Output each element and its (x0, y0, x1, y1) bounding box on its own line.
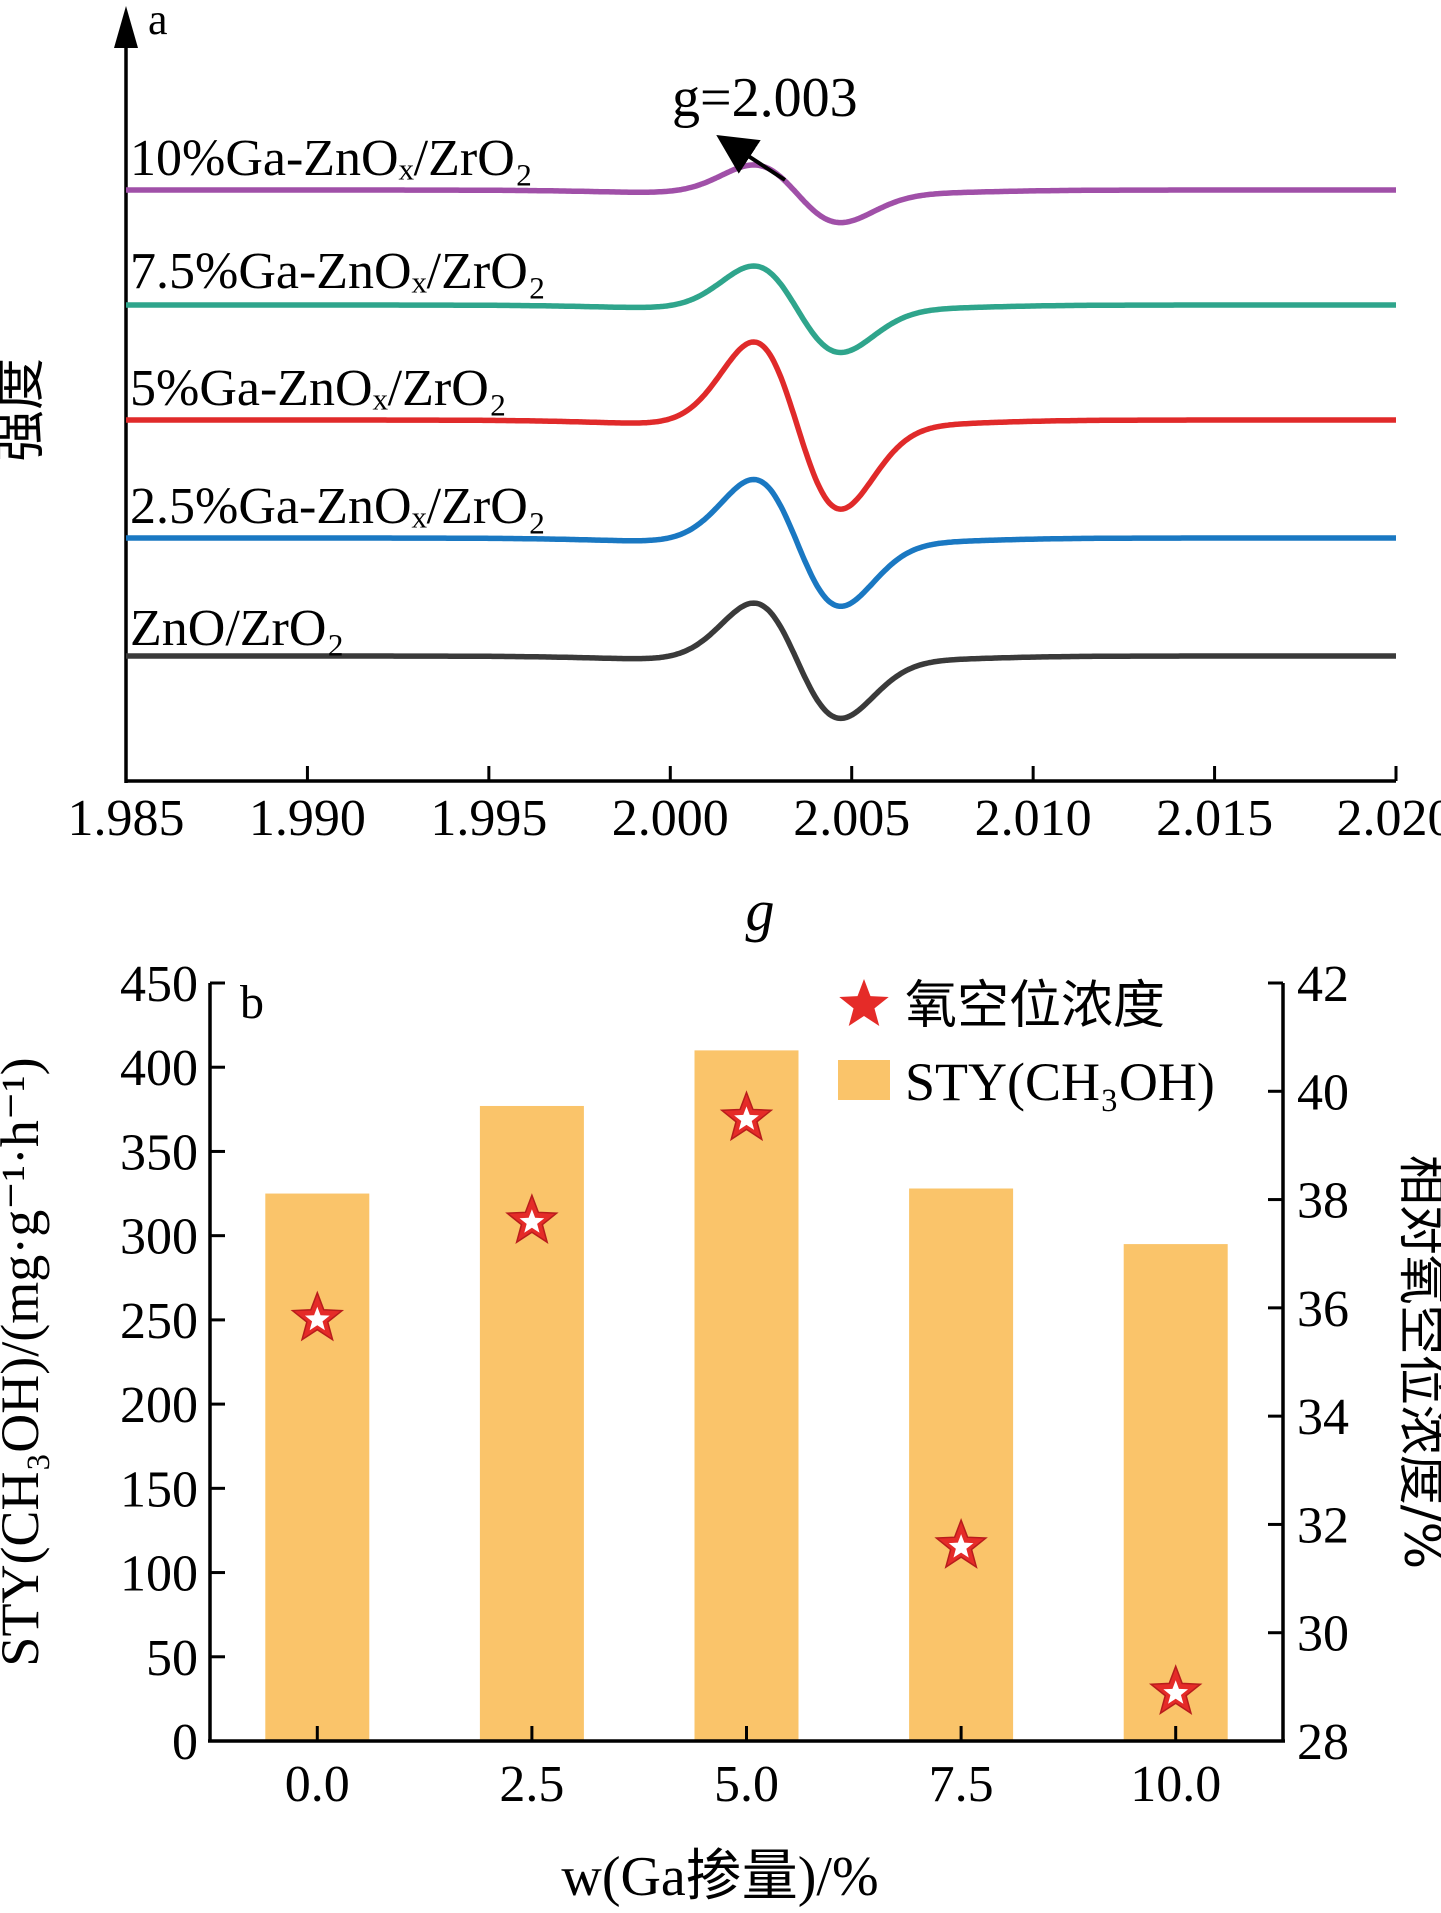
panel-a-series-label: 2.5%Ga-ZnOₓ/ZrO₂ (130, 478, 546, 535)
panel-b-right-tick-label: 32 (1297, 1497, 1349, 1554)
panel-a-x-tick-label: 2.000 (612, 790, 729, 847)
panel-b-left-tick-label: 0 (172, 1714, 198, 1771)
panel-a-series-labels: ZnO/ZrO₂ 2.5%Ga-ZnOₓ/ZrO₂ 5%Ga-ZnOₓ/ZrO₂ 7.… (130, 130, 546, 657)
panel-b-bar (909, 1188, 1014, 1741)
panel-b-x-tick-label: 7.5 (929, 1756, 994, 1813)
panel-a-curve (125, 476, 1397, 610)
panel-b-bar (1123, 1244, 1228, 1741)
panel-b-stars (290, 1090, 1203, 1716)
panel-a-label: a (148, 0, 168, 44)
panel-b-left-tick-label: 250 (120, 1293, 198, 1350)
panel-b-ticks: 0 50 100 150 200 250 300 350 400 450 28 30 32 34 36 38 4… (120, 956, 1349, 1813)
panel-a-x-tick-label: 2.015 (1156, 790, 1273, 847)
panel-a-curve (125, 600, 1397, 722)
panel-a-series-label: 10%Ga-ZnOₓ/ZrO₂ (130, 130, 533, 187)
panel-b-left-tick-label: 300 (120, 1209, 198, 1266)
panel-b-right-tick-label: 40 (1297, 1064, 1349, 1121)
panel-a-x-axis-title: g (746, 878, 775, 943)
panel-b-right-tick-label: 34 (1297, 1389, 1349, 1446)
panel-a-series-label: 5%Ga-ZnOₓ/ZrO₂ (130, 360, 507, 417)
panel-b-right-tick-label: 42 (1297, 956, 1349, 1013)
panel-b-bar (265, 1193, 370, 1741)
legend-star-marker (839, 979, 889, 1027)
panel-a-x-tick-label: 2.005 (793, 790, 910, 847)
panel-b-star-highlight (519, 1209, 545, 1233)
panel-b-right-tick-label: 30 (1297, 1606, 1349, 1663)
panel-b-star-highlight (304, 1306, 330, 1331)
legend-bar-swatch (838, 1060, 890, 1100)
panel-b-x-tick-label: 0.0 (285, 1756, 350, 1813)
panel-a: a 1.985 1.990 1.995 2.000 2.005 2.010 2.015 2.0… (0, 0, 1441, 943)
panel-b-star-highlight (1163, 1680, 1189, 1704)
panel-b-left-tick-label: 350 (120, 1124, 198, 1181)
panel-a-series-label: 7.5%Ga-ZnOₓ/ZrO₂ (130, 243, 546, 300)
panel-a-x-tick-label: 1.985 (68, 790, 185, 847)
panel-b-left-axis-title: STY(CH₃OH)/(mg·g⁻¹·h⁻¹) (0, 1057, 50, 1666)
panel-b-x-tick-label: 10.0 (1130, 1756, 1221, 1813)
panel-b-left-tick-label: 50 (146, 1630, 198, 1687)
panel-b-label: b (240, 976, 264, 1029)
panel-b-star-highlight (734, 1106, 759, 1130)
panel-a-annotation: g=2.003 (672, 67, 858, 129)
panel-a-series-label: ZnO/ZrO₂ (130, 600, 345, 657)
panel-a-x-ticks: 1.985 1.990 1.995 2.000 2.005 2.010 2.015 2.020 (68, 766, 1441, 847)
panel-b-left-tick-label: 200 (120, 1377, 198, 1434)
panel-b-bars (265, 1050, 1228, 1741)
panel-a-curve (125, 263, 1397, 356)
legend-label-oxygen-vacancy: 氧空位浓度 (905, 976, 1165, 1036)
panel-b-right-tick-label: 36 (1297, 1281, 1349, 1338)
panel-b-left-tick-label: 150 (120, 1461, 198, 1518)
panel-b-left-tick-label: 100 (120, 1546, 198, 1603)
legend-label-sty: STY(CH₃OH) (905, 1052, 1215, 1112)
panel-b-star-highlight (948, 1534, 974, 1558)
panel-b-right-tick-label: 28 (1297, 1714, 1349, 1771)
panel-b-left-tick-label: 400 (120, 1040, 198, 1097)
panel-b: b 0 50 100 150 200 250 300 350 400 450 28 30 32 34 36 3… (0, 956, 1441, 1908)
panel-a-x-tick-label: 2.020 (1337, 790, 1441, 847)
panel-b-left-tick-label: 450 (120, 956, 198, 1013)
panel-b-x-tick-label: 2.5 (499, 1756, 564, 1813)
panel-b-x-tick-label: 5.0 (714, 1756, 779, 1813)
panel-a-annotation-arrow (716, 135, 787, 182)
panel-b-bar (694, 1050, 799, 1741)
panel-a-curves (125, 162, 1397, 722)
panel-a-curve (125, 339, 1397, 512)
panel-a-y-axis-title: 强度 (0, 358, 51, 462)
panel-b-right-axis-title: 相对氧空位浓度/% (1393, 1155, 1441, 1569)
panel-b-x-axis-title: w(Ga掺量)/% (561, 1846, 878, 1908)
panel-a-y-axis-arrow (114, 6, 138, 48)
panel-b-right-tick-label: 38 (1297, 1173, 1349, 1230)
panel-a-x-tick-label: 1.995 (430, 790, 547, 847)
panel-b-legend: 氧空位浓度 STY(CH₃OH) (838, 976, 1215, 1112)
panel-a-x-tick-label: 1.990 (249, 790, 366, 847)
panel-a-x-tick-label: 2.010 (975, 790, 1092, 847)
